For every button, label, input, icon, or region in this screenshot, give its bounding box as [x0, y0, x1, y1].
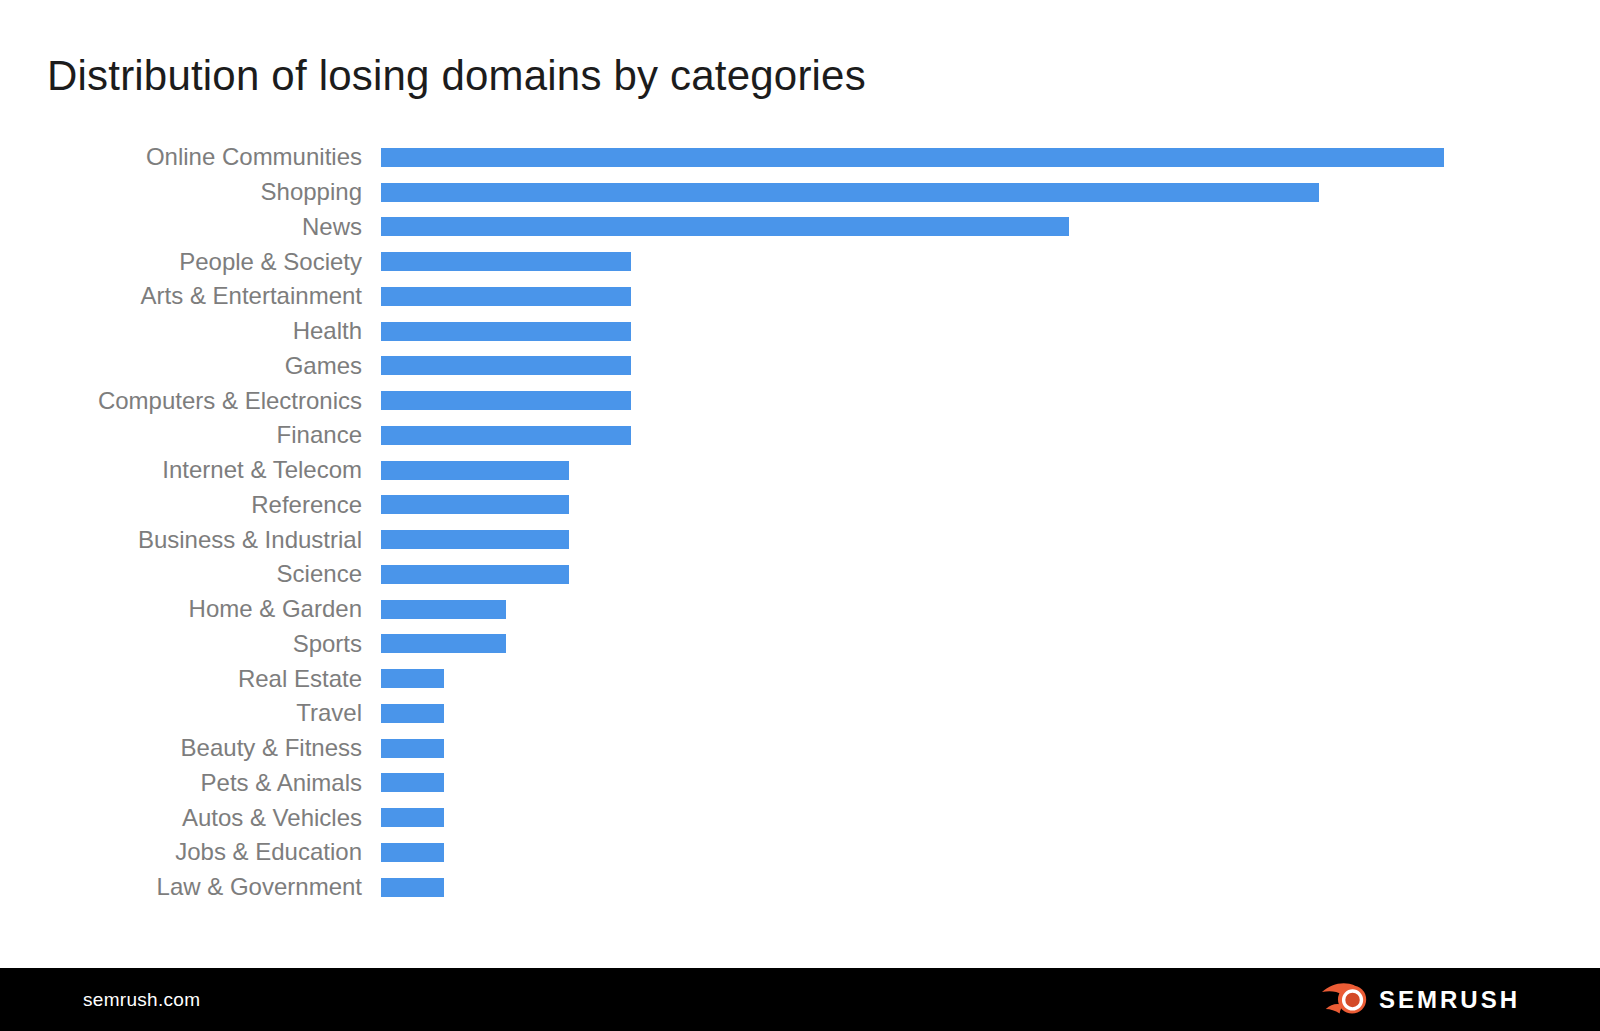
bar: [381, 426, 631, 445]
bar: [381, 183, 1319, 202]
chart-row: Pets & Animals: [28, 766, 1568, 801]
bar-track: [381, 244, 1568, 279]
category-label: Science: [28, 560, 362, 588]
chart-row: Sports: [28, 627, 1568, 662]
chart-row: News: [28, 210, 1568, 245]
bar: [381, 495, 569, 514]
bar-track: [381, 696, 1568, 731]
chart-row: Health: [28, 314, 1568, 349]
bar-track: [381, 140, 1568, 175]
chart-row: Finance: [28, 418, 1568, 453]
category-label: Games: [28, 352, 362, 380]
bar: [381, 773, 444, 792]
bar: [381, 530, 569, 549]
chart-row: Shopping: [28, 175, 1568, 210]
chart-row: Real Estate: [28, 661, 1568, 696]
category-label: Travel: [28, 699, 362, 727]
category-label: Health: [28, 317, 362, 345]
chart-row: Law & Government: [28, 870, 1568, 905]
chart-row: Reference: [28, 488, 1568, 523]
category-label: Internet & Telecom: [28, 456, 362, 484]
bar-track: [381, 314, 1568, 349]
page: Distribution of losing domains by catego…: [0, 0, 1600, 1031]
bar-track: [381, 557, 1568, 592]
bar-track: [381, 383, 1568, 418]
bar: [381, 808, 444, 827]
bar: [381, 252, 631, 271]
semrush-logo: SEMRUSH: [1322, 981, 1520, 1018]
site-url-label: semrush.com: [83, 989, 200, 1011]
bar: [381, 739, 444, 758]
category-label: Finance: [28, 421, 362, 449]
bar-track: [381, 453, 1568, 488]
chart-row: Games: [28, 349, 1568, 384]
chart-row: Autos & Vehicles: [28, 800, 1568, 835]
category-label: Pets & Animals: [28, 769, 362, 797]
bar-track: [381, 488, 1568, 523]
bar-track: [381, 418, 1568, 453]
semrush-flame-icon: [1322, 981, 1369, 1018]
bar: [381, 217, 1069, 236]
bar-track: [381, 210, 1568, 245]
bar-track: [381, 349, 1568, 384]
bar-track: [381, 661, 1568, 696]
bar-track: [381, 835, 1568, 870]
chart-row: People & Society: [28, 244, 1568, 279]
category-label: People & Society: [28, 248, 362, 276]
category-label: Law & Government: [28, 873, 362, 901]
category-label: Autos & Vehicles: [28, 804, 362, 832]
bar: [381, 878, 444, 897]
chart-row: Internet & Telecom: [28, 453, 1568, 488]
chart-title: Distribution of losing domains by catego…: [47, 52, 866, 100]
chart-row: Computers & Electronics: [28, 383, 1568, 418]
semrush-wordmark: SEMRUSH: [1379, 986, 1520, 1014]
chart-row: Travel: [28, 696, 1568, 731]
chart-row: Science: [28, 557, 1568, 592]
category-label: Computers & Electronics: [28, 387, 362, 415]
bar: [381, 843, 444, 862]
bar: [381, 634, 506, 653]
bar: [381, 565, 569, 584]
chart-row: Jobs & Education: [28, 835, 1568, 870]
chart-row: Home & Garden: [28, 592, 1568, 627]
category-label: Jobs & Education: [28, 838, 362, 866]
bar: [381, 287, 631, 306]
bar-track: [381, 592, 1568, 627]
category-label: Beauty & Fitness: [28, 734, 362, 762]
chart-row: Arts & Entertainment: [28, 279, 1568, 314]
category-label: Real Estate: [28, 665, 362, 693]
bar: [381, 461, 569, 480]
bar: [381, 600, 506, 619]
bar: [381, 669, 444, 688]
bar: [381, 148, 1444, 167]
bar-track: [381, 731, 1568, 766]
bar-track: [381, 627, 1568, 662]
bar-track: [381, 766, 1568, 801]
bar-track: [381, 279, 1568, 314]
bar-track: [381, 175, 1568, 210]
category-label: Sports: [28, 630, 362, 658]
bar-track: [381, 870, 1568, 905]
category-label: Online Communities: [28, 143, 362, 171]
chart-row: Business & Industrial: [28, 522, 1568, 557]
bar: [381, 356, 631, 375]
bar-track: [381, 522, 1568, 557]
category-label: Arts & Entertainment: [28, 282, 362, 310]
bar: [381, 322, 631, 341]
bar-track: [381, 800, 1568, 835]
category-label: Shopping: [28, 178, 362, 206]
chart-row: Beauty & Fitness: [28, 731, 1568, 766]
category-label: Business & Industrial: [28, 526, 362, 554]
bar-chart: Online Communities Shopping News: [28, 140, 1568, 905]
category-label: News: [28, 213, 362, 241]
chart-row: Online Communities: [28, 140, 1568, 175]
bar: [381, 391, 631, 410]
category-label: Home & Garden: [28, 595, 362, 623]
category-label: Reference: [28, 491, 362, 519]
footer-bar: semrush.com SEMRUSH: [0, 968, 1600, 1031]
bar: [381, 704, 444, 723]
